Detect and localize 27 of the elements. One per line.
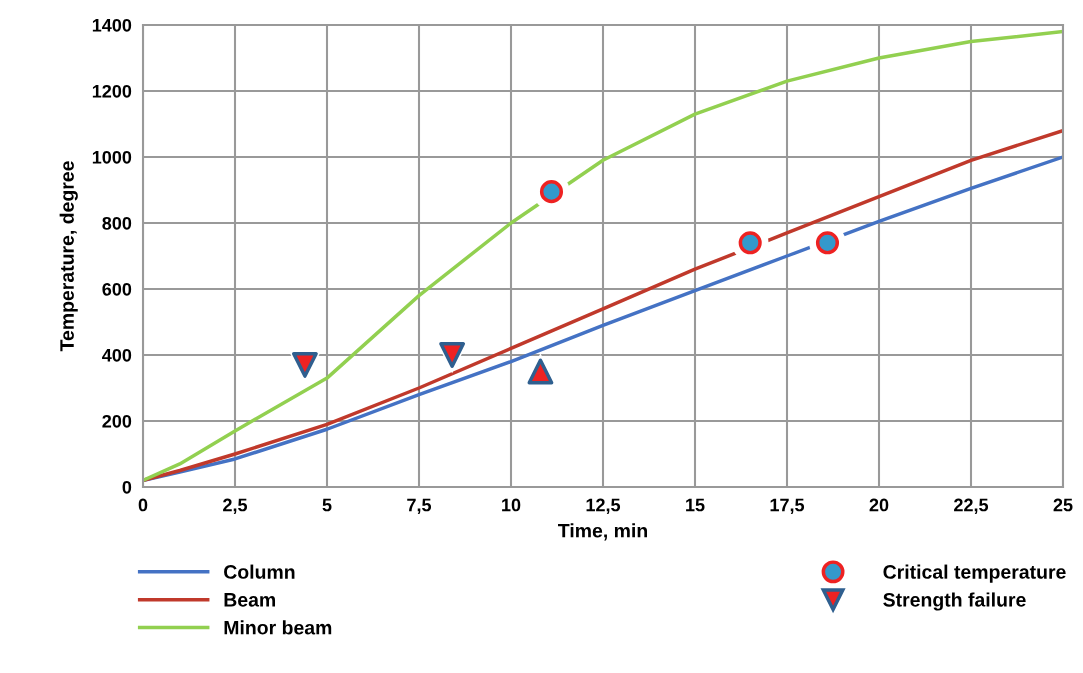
y-tick-label: 1000 — [92, 150, 132, 164]
y-tick-label: 1200 — [92, 84, 132, 98]
x-tick-label: 12,5 — [586, 498, 621, 514]
x-tick-label: 22,5 — [954, 498, 989, 514]
y-tick-label: 800 — [102, 216, 132, 230]
legend-label: Beam — [224, 593, 276, 607]
y-axis-title: Temperature, degree — [59, 161, 78, 352]
y-tick-label: 400 — [102, 348, 132, 362]
x-tick-label: 5 — [322, 498, 332, 512]
y-tick-label: 200 — [102, 414, 132, 428]
x-tick-label: 0 — [138, 498, 148, 512]
x-tick-label: 17,5 — [770, 498, 805, 514]
y-tick-label: 0 — [122, 480, 132, 494]
x-tick-label: 20 — [869, 498, 889, 512]
x-tick-label: 15 — [686, 498, 705, 512]
legend-label: Minor beam — [224, 620, 332, 635]
legend-label: Column — [224, 564, 295, 579]
y-tick-label: 1400 — [92, 18, 132, 32]
x-axis-title: Time, min — [558, 523, 648, 541]
x-tick-label: 7,5 — [407, 498, 432, 514]
x-tick-label: 10 — [502, 498, 521, 512]
y-tick-label: 600 — [102, 282, 132, 296]
line-series — [143, 29, 1063, 483]
x-tick-label: 25 — [1053, 498, 1073, 512]
x-tick-label: 2,5 — [223, 498, 248, 514]
legend-label: Strength failure — [883, 592, 1026, 611]
legend-label: Critical temperature — [883, 564, 1066, 583]
